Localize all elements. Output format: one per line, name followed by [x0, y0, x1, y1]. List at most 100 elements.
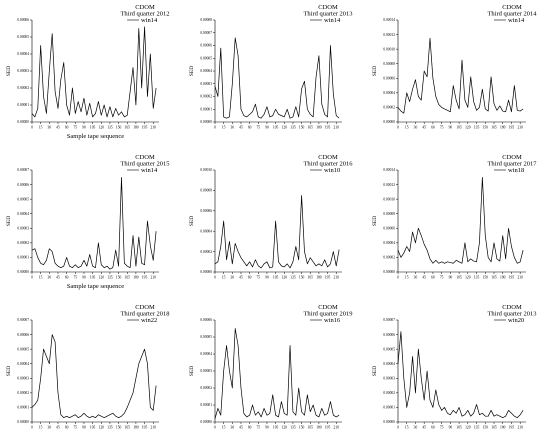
y-tick-label: 0.00004: [383, 91, 395, 95]
y-tick-label: 0.00014: [383, 168, 395, 172]
y-tick-label: 0.00003: [17, 69, 29, 73]
x-tick-label: 15: [39, 126, 43, 130]
x-tick-label: 150: [116, 126, 122, 130]
x-tick-label: 60: [431, 126, 435, 130]
x-tick-label: 105: [456, 426, 462, 430]
x-tick-label: 0: [31, 426, 33, 430]
chart-title: CDOM: [502, 154, 522, 161]
legend-label: win18: [508, 167, 524, 174]
y-tick-label: 0.00004: [17, 362, 29, 366]
legend-label: win14: [324, 17, 341, 24]
series-line: [31, 176, 157, 270]
legend-label: win14: [141, 167, 158, 174]
series-line: [214, 195, 340, 269]
y-tick-label: 0.00007: [200, 31, 212, 35]
chart-title: CDOM: [135, 154, 155, 161]
x-tick-label: 180: [500, 126, 506, 130]
chart-subtitle: Third quarter 2013: [487, 311, 536, 318]
y-tick-label: 0.00010: [383, 197, 395, 201]
x-tick-label: 135: [474, 126, 480, 130]
y-tick-label: 0.00008: [200, 18, 212, 22]
legend-label: win22: [141, 317, 157, 324]
y-tick-label: 0.00001: [200, 403, 212, 407]
x-tick-label: 30: [231, 126, 235, 130]
x-tick-label: 0: [214, 276, 216, 280]
x-tick-label: 15: [222, 126, 226, 130]
y-axis-label: SED: [189, 216, 195, 227]
y-tick-label: 0.00000: [383, 420, 395, 424]
x-tick-label: 90: [265, 426, 269, 430]
y-tick-label: 0.00000: [200, 420, 212, 424]
x-tick-label: 120: [465, 276, 471, 280]
x-tick-label: 210: [334, 276, 340, 280]
y-tick-label: 0.00005: [383, 347, 395, 351]
x-tick-label: 90: [82, 276, 86, 280]
x-tick-label: 15: [222, 426, 226, 430]
x-tick-label: 30: [414, 276, 418, 280]
x-tick-label: 15: [39, 426, 43, 430]
chart-subtitle: Third quarter 2015: [120, 161, 169, 168]
x-tick-label: 195: [509, 276, 515, 280]
chart-svg: 0.00000 0.00001 0.00002 0.00003 0.00004 0.000…: [189, 4, 353, 130]
chart-title: CDOM: [135, 4, 155, 11]
y-tick-label: 0.00004: [200, 229, 212, 233]
x-tick-label: 210: [151, 126, 157, 130]
x-tick-label: 60: [431, 276, 435, 280]
y-tick-label: 0.00005: [17, 197, 29, 201]
series-line: [214, 37, 340, 119]
x-tick-label: 150: [483, 426, 489, 430]
x-tick-label: 180: [316, 276, 322, 280]
x-tick-label: 90: [265, 276, 269, 280]
x-tick-label: 90: [449, 276, 453, 280]
x-tick-label: 0: [214, 426, 216, 430]
chart-title: CDOM: [502, 304, 522, 311]
x-tick-label: 0: [31, 126, 33, 130]
y-tick-label: 0.00006: [383, 76, 395, 80]
y-tick-label: 0.00006: [17, 18, 29, 22]
x-tick-label: 195: [509, 426, 515, 430]
chart-title: CDOM: [135, 304, 155, 311]
x-tick-label: 135: [107, 276, 113, 280]
x-tick-label: 195: [142, 126, 148, 130]
x-tick-label: 150: [299, 276, 305, 280]
y-tick-label: 0.00002: [383, 106, 395, 110]
y-tick-label: 0.00001: [17, 103, 29, 107]
y-axis-label: SED: [372, 366, 378, 377]
x-tick-label: 180: [133, 276, 139, 280]
x-tick-label: 165: [491, 126, 497, 130]
y-tick-label: 0.00004: [200, 69, 212, 73]
x-tick-label: 45: [239, 426, 243, 430]
y-tick-label: 0.00003: [200, 82, 212, 86]
x-tick-label: 15: [405, 426, 409, 430]
chart-subtitle: Third quarter 2016: [303, 161, 353, 168]
y-tick-label: 0.00012: [383, 183, 395, 187]
x-tick-label: 135: [107, 426, 113, 430]
series-line: [397, 37, 524, 114]
chart-panel: 0.00000 0.00001 0.00002 0.00003 0.00004 0.000…: [366, 300, 550, 440]
y-tick-label: 0.00010: [200, 168, 212, 172]
x-tick-label: 30: [48, 126, 52, 130]
y-tick-label: 0.00004: [200, 352, 212, 356]
x-tick-label: 105: [273, 126, 279, 130]
y-tick-label: 0.00008: [383, 62, 395, 66]
chart-svg: 0.00000 0.00002 0.00004 0.00006 0.00008 0.000…: [372, 154, 537, 280]
chart-subtitle: Third quarter 2014: [487, 11, 537, 18]
y-tick-label: 0.00000: [200, 120, 212, 124]
chart-title: CDOM: [318, 4, 338, 11]
x-tick-label: 120: [465, 426, 471, 430]
x-tick-label: 0: [397, 426, 399, 430]
y-tick-label: 0.00000: [17, 420, 29, 424]
x-tick-label: 120: [99, 276, 105, 280]
y-tick-label: 0.00002: [200, 386, 212, 390]
x-tick-label: 75: [440, 276, 444, 280]
y-tick-label: 0.00007: [383, 318, 395, 322]
x-tick-label: 180: [316, 426, 322, 430]
y-tick-label: 0.00005: [200, 56, 212, 60]
x-tick-label: 180: [133, 426, 139, 430]
chart-panel: 0.00000 0.00001 0.00002 0.00003 0.00004 0.000…: [0, 0, 183, 140]
chart-panel: 0.00000 0.00001 0.00002 0.00003 0.00004 0.000…: [0, 300, 183, 440]
x-tick-label: 150: [299, 126, 305, 130]
y-tick-label: 0.00007: [17, 318, 29, 322]
x-tick-label: 120: [99, 426, 105, 430]
y-tick-label: 0.00006: [383, 333, 395, 337]
